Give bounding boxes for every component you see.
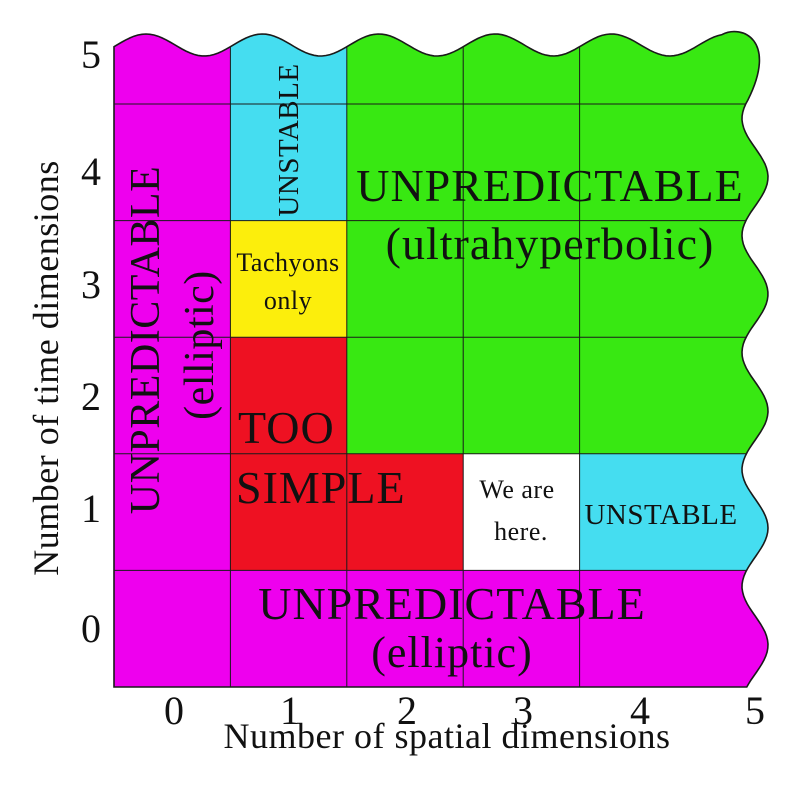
y-tick-3: 3 <box>81 262 101 307</box>
label-unstable-row: UNSTABLE <box>584 499 737 531</box>
plot-area <box>114 31 768 687</box>
label-bottom-unpredictable: UNPREDICTABLE <box>258 578 646 629</box>
plot-border-wavy <box>113 30 769 688</box>
region-cyan-unstable-column <box>230 31 347 221</box>
x-axis-ticks: 0 1 2 3 4 5 <box>164 688 765 733</box>
x-axis-title: Number of spatial dimensions <box>224 716 671 756</box>
label-left-elliptic: (elliptic) <box>177 270 223 420</box>
label-bottom-elliptic: (elliptic) <box>371 628 533 677</box>
y-tick-2: 2 <box>81 374 101 419</box>
region-red-too-simple-lower <box>346 453 464 571</box>
region-cyan-unstable-row <box>579 453 768 571</box>
x-tick-2: 2 <box>397 688 417 733</box>
region-yellow-tachyons <box>230 220 347 338</box>
label-here: here. <box>494 517 548 546</box>
region-white-we-are-here <box>463 453 580 571</box>
x-tick-1: 1 <box>280 688 300 733</box>
y-axis-title: Number of time dimensions <box>26 160 66 575</box>
region-magenta-elliptic-row <box>114 570 768 687</box>
label-left-unpredictable: UNPREDICTABLE <box>123 166 169 514</box>
x-tick-5: 5 <box>745 688 765 733</box>
x-tick-4: 4 <box>630 688 650 733</box>
label-unstable-column: UNSTABLE <box>273 63 305 216</box>
label-green-ultrahyperbolic: (ultrahyperbolic) <box>386 218 715 269</box>
x-tick-3: 3 <box>513 688 533 733</box>
y-tick-4: 4 <box>81 149 101 194</box>
y-tick-1: 1 <box>81 486 101 531</box>
label-tachyons-only: only <box>264 286 312 315</box>
grid-lines <box>114 31 768 687</box>
y-tick-5: 5 <box>81 32 101 77</box>
x-tick-0: 0 <box>164 688 184 733</box>
label-green-unpredictable: UNPREDICTABLE <box>356 160 744 211</box>
y-tick-0: 0 <box>81 606 101 651</box>
label-we-are: We are <box>479 475 554 504</box>
label-tachyons: Tachyons <box>236 248 339 277</box>
y-axis-ticks: 5 4 3 2 1 0 <box>81 32 101 651</box>
label-simple: SIMPLE <box>236 462 406 513</box>
region-labels: UNPREDICTABLE (elliptic) UNSTABLE UNPRED… <box>123 63 744 677</box>
label-too: TOO <box>238 402 335 453</box>
